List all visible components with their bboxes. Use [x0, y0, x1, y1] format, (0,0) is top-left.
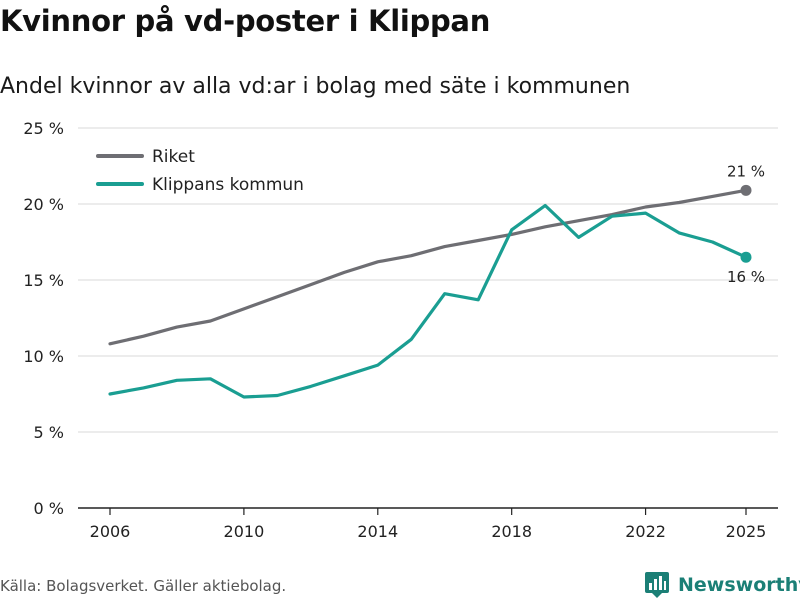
end-labels: 21 % 16 %: [727, 162, 765, 286]
legend-label-klippan: Klippans kommun: [152, 175, 304, 195]
end-point-riket: [740, 184, 752, 196]
source-note: Källa: Bolagsverket. Gäller aktiebolag.: [0, 577, 287, 595]
y-tick-label: 20 %: [23, 195, 64, 214]
legend-label-riket: Riket: [152, 147, 195, 167]
gridlines: [78, 127, 778, 433]
y-tick-label: 25 %: [23, 119, 64, 138]
series-line-riket: [108, 188, 748, 346]
chart-subtitle: Andel kvinnor av alla vd:ar i bolag med …: [0, 74, 631, 99]
series-line-klippan: [108, 203, 748, 399]
y-axis-tick-labels: 0 % 5 % 10 % 15 % 20 % 25 %: [23, 119, 64, 518]
end-label-riket: 21 %: [727, 162, 765, 180]
y-tick-label: 10 %: [23, 347, 64, 366]
y-tick-label: 15 %: [23, 271, 64, 290]
x-tick-label: 2006: [90, 522, 131, 541]
y-tick-label: 5 %: [34, 423, 64, 442]
x-tick-label: 2022: [625, 522, 666, 541]
y-tick-label: 0 %: [34, 499, 64, 518]
x-tick-label: 2014: [357, 522, 398, 541]
newsworthy-logo-icon: [645, 572, 669, 598]
x-tick-label: 2025: [726, 522, 767, 541]
x-axis: 2006 2010 2014 2018 2022 2025: [78, 507, 778, 541]
brand-name: Newsworthy: [678, 574, 800, 596]
brand-logo: Newsworthy: [644, 571, 800, 599]
x-tick-label: 2018: [491, 522, 532, 541]
x-tick-label: 2010: [224, 522, 265, 541]
series-lines: [108, 184, 752, 399]
chart-title: Kvinnor på vd-poster i Klippan: [0, 4, 491, 38]
end-label-klippan: 16 %: [727, 268, 765, 286]
end-point-klippan: [740, 251, 752, 263]
legend: Riket Klippans kommun: [96, 147, 304, 195]
